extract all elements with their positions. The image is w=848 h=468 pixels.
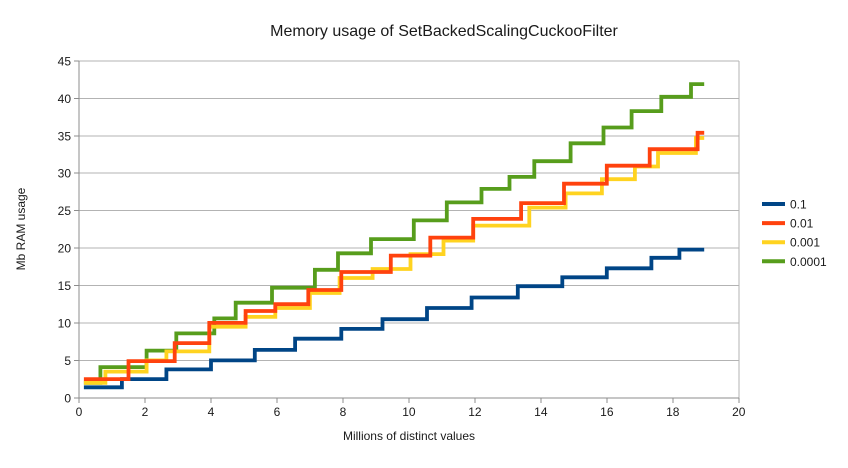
tick-label-y-30: 30: [58, 167, 72, 181]
legend-label-0.1: 0.1: [790, 198, 807, 212]
series-line-0.01: [83, 130, 705, 381]
gridlines: [79, 60, 740, 399]
tick-label-x-0: 0: [76, 405, 83, 419]
tick-label-x-16: 16: [600, 405, 614, 419]
series-lines: [83, 82, 705, 390]
legend-label-0.01: 0.01: [790, 217, 814, 231]
tick-label-x-10: 10: [402, 405, 416, 419]
tick-label-x-14: 14: [534, 405, 548, 419]
tick-labels: 0 5 10 15 20 25 30 35 40 45 0 2 4 6 8 10 12 14 16 18 20: [58, 54, 746, 418]
tick-label-y-0: 0: [64, 391, 71, 405]
tick-label-y-5: 5: [64, 354, 71, 368]
tick-label-y-10: 10: [58, 316, 72, 330]
tick-label-y-25: 25: [58, 204, 72, 218]
legend-label-0.0001: 0.0001: [790, 255, 827, 269]
chart-title: Memory usage of SetBackedScalingCuckooFi…: [270, 23, 618, 40]
tick-label-y-35: 35: [58, 129, 72, 143]
tick-label-x-8: 8: [340, 405, 347, 419]
series-line-0.1: [83, 247, 705, 390]
tick-label-y-45: 45: [58, 54, 72, 68]
tick-label-x-12: 12: [468, 405, 482, 419]
legend: 0.1 0.01 0.001 0.0001: [762, 198, 827, 269]
tick-label-x-4: 4: [208, 405, 215, 419]
tick-label-x-6: 6: [274, 405, 281, 419]
y-axis-title: Mb RAM usage: [14, 187, 28, 270]
tick-label-x-20: 20: [732, 405, 746, 419]
legend-label-0.001: 0.001: [790, 236, 820, 250]
tick-label-x-2: 2: [142, 405, 149, 419]
x-axis-title: Millions of distinct values: [343, 429, 475, 443]
series-line-0.0001: [83, 82, 705, 385]
tick-label-x-18: 18: [666, 405, 680, 419]
tick-label-y-20: 20: [58, 242, 72, 256]
axes: [74, 60, 740, 403]
tick-label-y-40: 40: [58, 92, 72, 106]
tick-label-y-15: 15: [58, 279, 72, 293]
